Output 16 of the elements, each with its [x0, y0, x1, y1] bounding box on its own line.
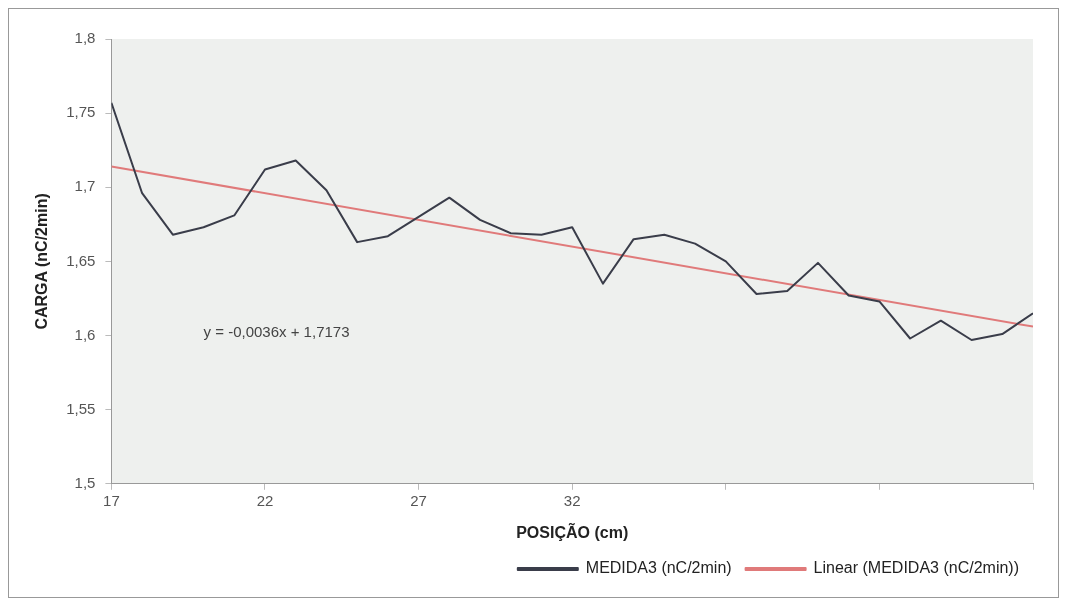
- y-tick-label: 1,75: [66, 103, 96, 121]
- x-tick-label: 22: [256, 491, 274, 509]
- y-tick-label: 1,65: [66, 251, 96, 269]
- y-tick-label: 1,8: [74, 29, 96, 47]
- y-tick-label: 1,5: [74, 473, 96, 491]
- y-axis-title: CARGA (nC/2min): [33, 193, 51, 330]
- legend-label: MEDIDA3 (nC/2min): [585, 559, 732, 577]
- legend-label: Linear (MEDIDA3 (nC/2min)): [813, 559, 1020, 577]
- x-tick-label: 17: [103, 491, 120, 509]
- x-axis-title: POSIÇÃO (cm): [516, 521, 629, 541]
- annotation: y = -0,0036x + 1,7173: [203, 322, 350, 340]
- y-tick-label: 1,7: [74, 177, 96, 195]
- y-tick-label: 1,55: [66, 399, 96, 417]
- x-tick-label: 27: [410, 491, 427, 509]
- x-tick-label: 32: [563, 491, 581, 509]
- y-tick-label: 1,6: [74, 325, 96, 343]
